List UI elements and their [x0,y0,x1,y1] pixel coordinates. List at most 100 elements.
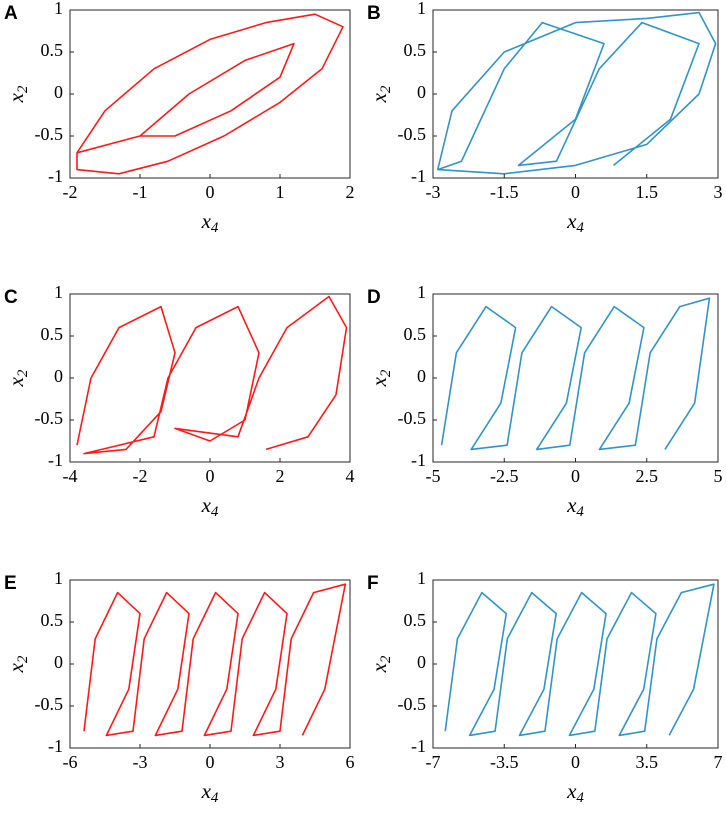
y-axis-label: x2 [367,655,395,673]
y-tick-label: 1 [417,282,426,302]
x-tick-label: -5 [426,466,441,486]
x-tick-label: -2.5 [490,466,519,486]
x-tick-label: 3.5 [636,752,659,772]
y-tick-label: 0 [417,82,426,102]
y-axis-var: x [4,662,28,673]
y-tick-label: 0.5 [41,324,64,344]
x-axis-label: x4 [201,779,219,807]
y-tick-label: -0.5 [398,694,427,714]
y-tick-label: 0.5 [41,40,64,60]
y-axis-var: x [367,376,391,387]
y-axis-var: x [367,662,391,673]
y-axis-label: x2 [4,655,32,673]
y-tick-label: -1 [411,450,426,470]
y-tick-label: 0 [54,366,63,386]
y-tick-label: -1 [48,450,63,470]
x-tick-label: 0 [571,466,580,486]
panel-label: C [4,287,18,308]
y-tick-label: 0 [417,652,426,672]
x-tick-label: -2 [63,182,78,202]
x-axis-sub: 4 [576,220,584,236]
y-tick-label: -0.5 [35,124,64,144]
trajectory [440,297,711,451]
y-tick-label: 0.5 [404,324,427,344]
trajectory [444,583,715,737]
x-tick-label: 0 [571,752,580,772]
x-tick-label: 0 [206,466,215,486]
y-tick-label: 0 [54,652,63,672]
x-tick-label: 1.5 [636,182,659,202]
y-axis-label: x2 [367,85,395,103]
y-tick-label: 0.5 [41,610,64,630]
y-axis-sub: 2 [15,655,31,663]
panel-label: A [4,3,18,24]
x-tick-label: -3.5 [490,752,519,772]
y-tick-label: 0.5 [404,610,427,630]
x-axis-sub: 4 [211,220,219,236]
y-tick-label: 0 [54,82,63,102]
y-tick-label: 1 [54,568,63,588]
axes-box [432,293,719,463]
y-tick-label: -1 [48,166,63,186]
x-axis-label: x4 [566,493,584,521]
x-tick-label: -4 [63,466,78,486]
trajectory [83,583,347,737]
x-tick-label: -1.5 [490,182,519,202]
y-axis-sub: 2 [378,655,394,663]
y-axis-sub: 2 [378,369,394,377]
y-axis-label: x2 [367,369,395,387]
panel-label: F [367,573,379,594]
y-axis-var: x [4,92,28,103]
x-axis-label: x4 [201,209,219,237]
x-axis-var: x [566,209,577,233]
trajectory [76,13,344,175]
x-axis-var: x [201,209,212,233]
x-axis-label: x4 [201,493,219,521]
x-tick-label: 6 [346,752,355,772]
x-axis-var: x [566,779,577,803]
y-axis-sub: 2 [378,85,394,93]
y-tick-label: 1 [417,568,426,588]
x-axis-sub: 4 [576,504,584,520]
x-tick-label: 4 [346,466,355,486]
x-tick-label: 5 [714,466,723,486]
y-axis-label: x2 [4,369,32,387]
x-axis-sub: 4 [211,504,219,520]
x-tick-label: 3 [276,752,285,772]
panel-label: D [367,287,381,308]
x-axis-label: x4 [566,209,584,237]
x-tick-label: 2 [346,182,355,202]
x-axis-var: x [201,493,212,517]
y-axis-var: x [367,92,391,103]
y-axis-var: x [4,376,28,387]
axes-box [69,9,351,179]
y-axis-label: x2 [4,85,32,103]
x-axis-var: x [566,493,577,517]
y-tick-label: -1 [48,736,63,756]
x-tick-label: -7 [426,752,441,772]
x-tick-label: 7 [714,752,723,772]
x-tick-label: -1 [133,182,148,202]
y-tick-label: 0 [417,366,426,386]
x-axis-var: x [201,779,212,803]
x-tick-label: 0 [206,752,215,772]
x-tick-label: -6 [63,752,78,772]
y-tick-label: 1 [417,0,426,18]
y-tick-label: -0.5 [35,408,64,428]
panel-label: B [367,3,381,24]
x-axis-sub: 4 [576,790,584,806]
y-tick-label: 1 [54,282,63,302]
x-tick-label: 1 [276,182,285,202]
x-tick-label: 0 [206,182,215,202]
y-tick-label: -1 [411,736,426,756]
y-tick-label: 0.5 [404,40,427,60]
trajectory [76,295,348,455]
